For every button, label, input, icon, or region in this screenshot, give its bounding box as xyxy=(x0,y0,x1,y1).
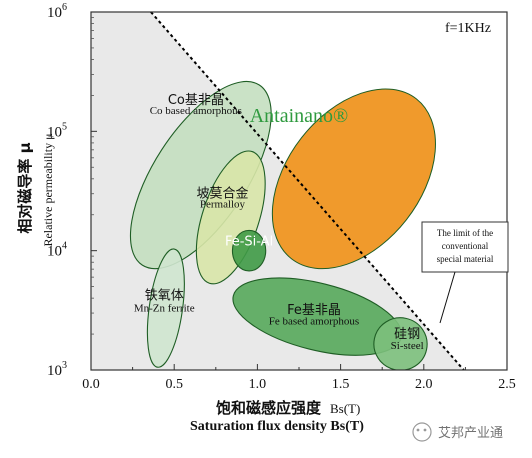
x-tick-label: 2.5 xyxy=(498,377,516,392)
frequency-annotation: f=1KHz xyxy=(445,21,491,36)
y-axis-title-cn: 相对磁导率 μ xyxy=(16,142,34,233)
y-tick-label: 105 xyxy=(47,121,67,140)
region-antainano xyxy=(271,88,436,270)
y-axis-ticks: 103 104 105 106 xyxy=(47,2,97,379)
y-tick-label: 106 xyxy=(47,2,67,21)
x-tick-label: 1.0 xyxy=(249,377,267,392)
y-tick-label: 103 xyxy=(47,360,67,379)
y-tick-label: 104 xyxy=(47,241,67,260)
region-label-fe-si-al: Fe-Si-Al xyxy=(225,235,273,250)
region-fe-si-al xyxy=(231,229,267,272)
x-axis-title-cn-unit: Bs(T) xyxy=(330,401,360,416)
region-mn-zn-ferrite xyxy=(146,248,185,368)
region-label-en-co-amorphous: Co based amorphous xyxy=(150,105,242,117)
x-tick-label: 1.5 xyxy=(332,377,350,392)
y-axis-title-en: Relative permeability μ xyxy=(41,133,55,246)
x-axis-title-en: Saturation flux density Bs(T) xyxy=(190,419,364,434)
x-tick-label: 2.0 xyxy=(415,377,433,392)
limit-label-line-1: The limit of the xyxy=(437,228,493,238)
region-label-permalloy: 坡莫合金 xyxy=(196,185,248,201)
region-label-co-amorphous: Co基非晶 xyxy=(168,93,224,108)
x-tick-label: 0.0 xyxy=(82,377,100,392)
wechat-icon xyxy=(412,422,432,442)
region-label-en-si-steel: Si-steel xyxy=(391,340,424,352)
watermark-text: 艾邦产业通 xyxy=(438,426,503,441)
region-label-en-fe-amorphous: Fe based amorphous xyxy=(269,316,359,328)
limit-label-line-3: special material xyxy=(437,254,494,264)
region-permalloy xyxy=(195,150,266,285)
x-axis-title-cn: 饱和磁感应强度 xyxy=(216,399,322,417)
region-label-si-steel: 硅钢 xyxy=(394,327,420,342)
limit-label-line-2: conventional xyxy=(442,241,489,251)
limit-label-box: The limit of the conventional special ma… xyxy=(421,221,509,324)
region-label-en-mn-zn-ferrite: Mn-Zn ferrite xyxy=(134,302,195,314)
region-label-fe-amorphous: Fe基非晶 xyxy=(287,303,341,318)
region-label-en-permalloy: Permalloy xyxy=(200,199,246,211)
watermark: 艾邦产业通 xyxy=(412,422,503,442)
x-tick-label: 0.5 xyxy=(165,377,183,392)
region-label-mn-zn-ferrite: 铁氧体 xyxy=(145,288,184,303)
region-label-antainano: Antainano® xyxy=(250,105,349,127)
material-regions xyxy=(129,80,436,370)
limit-line xyxy=(150,11,465,371)
x-axis-ticks: 0.0 0.5 1.0 1.5 2.0 2.5 xyxy=(82,364,516,392)
